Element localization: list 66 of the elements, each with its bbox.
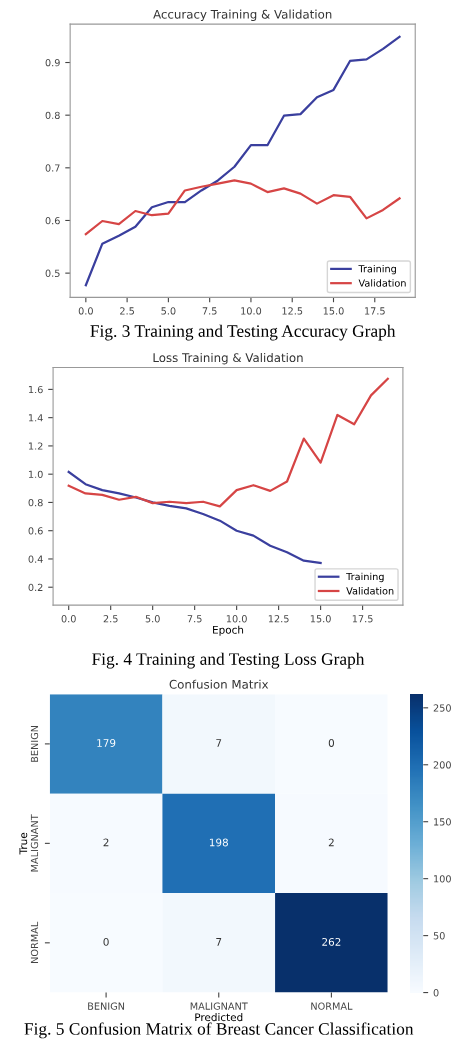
data-label: 179 xyxy=(97,739,116,747)
y-tick-label: BENIGN xyxy=(30,725,39,762)
legend-label: Validation xyxy=(358,279,406,287)
color-bar-label: 150 xyxy=(434,818,451,826)
x-tick-label: MALIGNANT xyxy=(190,1002,248,1010)
x-tick-label: 17.5 xyxy=(352,615,373,623)
y-tick-label: MALIGNANT xyxy=(30,814,39,872)
x-tick-label: BENIGN xyxy=(88,1002,125,1010)
data-label: 262 xyxy=(322,937,341,946)
y-tick-label: 0.9 xyxy=(45,59,60,67)
color-bar-label: 50 xyxy=(433,932,445,940)
y-tick-label: 0.5 xyxy=(45,269,60,277)
x-tick-label: 15.0 xyxy=(310,615,331,623)
data-label: 2 xyxy=(328,838,334,847)
x-tick-label: 5.0 xyxy=(161,307,176,315)
y-tick-label: 1.2 xyxy=(28,442,43,450)
x-tick-label: 12.5 xyxy=(282,307,303,315)
color-bar-label: 0 xyxy=(433,989,439,997)
x-axis-title: Epoch xyxy=(213,625,244,636)
color-bar-label: 250 xyxy=(433,704,451,712)
y-tick-label: 0.8 xyxy=(28,498,43,507)
x-tick-label: 10.0 xyxy=(241,307,262,315)
y-tick-label: 0.6 xyxy=(45,216,60,225)
y-tick-label: 0.8 xyxy=(45,111,60,119)
color-bar-label: 100 xyxy=(434,875,451,883)
legend-label: Training xyxy=(346,572,384,583)
y-tick-label: 1.6 xyxy=(28,385,43,394)
y-tick-label: 0.7 xyxy=(45,164,60,172)
data-label: 198 xyxy=(209,838,228,847)
caption: Fig. 3 Training and Testing Accuracy Graph xyxy=(90,324,396,341)
x-tick-label: 10.0 xyxy=(226,615,247,623)
legend-label: Validation xyxy=(346,587,394,595)
color-bar-label: 200 xyxy=(433,761,451,769)
y-tick-label: 1.4 xyxy=(28,414,43,422)
caption: Fig. 4 Training and Testing Loss Graph xyxy=(92,652,365,669)
y-tick-label: NORMAL xyxy=(30,921,39,963)
line-series xyxy=(84,179,401,236)
data-label: 7 xyxy=(216,938,222,946)
line-series xyxy=(67,377,389,508)
data-label: 0 xyxy=(103,937,109,946)
x-tick-label: 12.5 xyxy=(268,615,289,623)
y-axis-title: True xyxy=(19,832,28,855)
caption: Fig. 5 Confusion Matrix of Breast Cancer Classification xyxy=(24,1022,414,1039)
y-tick-label: 0.6 xyxy=(28,527,43,535)
data-label: 0 xyxy=(328,739,335,747)
x-tick-label: NORMAL xyxy=(311,1002,353,1010)
data-label: 7 xyxy=(216,739,222,747)
x-tick-label: 0.0 xyxy=(61,615,76,623)
x-tick-label: 17.5 xyxy=(365,307,385,315)
legend-label: Training xyxy=(358,264,396,275)
chart-title: Loss Training & Validation xyxy=(153,352,303,365)
x-tick-label: 0.0 xyxy=(78,307,93,315)
chart-title: Confusion Matrix xyxy=(169,679,269,689)
data-label: 2 xyxy=(103,838,109,847)
x-tick-label: 7.5 xyxy=(187,615,202,623)
x-tick-label: 15.0 xyxy=(323,307,344,315)
x-tick-label: 2.5 xyxy=(103,615,118,623)
x-axis-title: Predicted xyxy=(195,1013,243,1022)
chart-title: Accuracy Training & Validation xyxy=(153,9,332,21)
y-tick-label: 0.4 xyxy=(28,555,43,563)
line-series xyxy=(67,470,322,565)
x-tick-label: 7.5 xyxy=(202,307,217,315)
x-tick-label: 5.0 xyxy=(145,615,160,623)
x-tick-label: 2.5 xyxy=(120,307,134,315)
y-tick-label: 1.0 xyxy=(28,470,43,479)
y-tick-label: 0.2 xyxy=(28,583,43,592)
